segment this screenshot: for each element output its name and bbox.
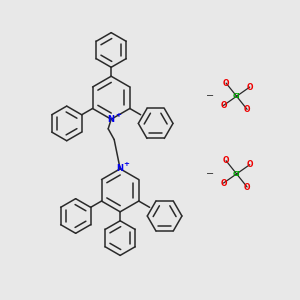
Text: Cl: Cl bbox=[233, 171, 240, 177]
Text: O: O bbox=[247, 160, 253, 169]
Text: N: N bbox=[117, 164, 124, 173]
Text: −: − bbox=[206, 91, 214, 101]
Text: O: O bbox=[220, 101, 227, 110]
Text: O: O bbox=[223, 156, 229, 165]
Text: Cl: Cl bbox=[233, 93, 240, 99]
Text: −: − bbox=[206, 169, 214, 179]
Text: O: O bbox=[223, 79, 229, 88]
Text: O: O bbox=[244, 182, 250, 191]
Text: N: N bbox=[108, 115, 115, 124]
Text: O: O bbox=[220, 178, 227, 188]
Text: +: + bbox=[124, 161, 130, 167]
Text: O: O bbox=[247, 82, 253, 91]
Text: O: O bbox=[244, 105, 250, 114]
Text: +: + bbox=[115, 112, 121, 118]
